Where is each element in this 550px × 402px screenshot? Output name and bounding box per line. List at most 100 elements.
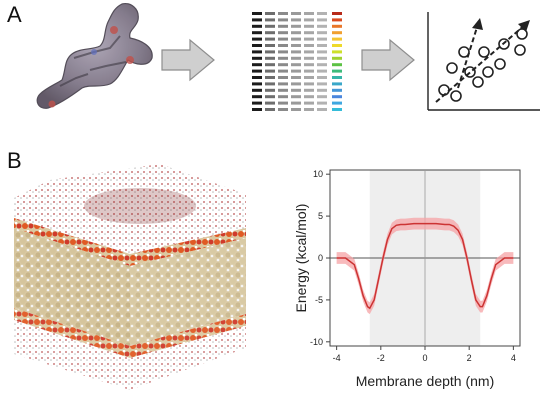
matrix-cell [304,50,314,54]
matrix-cell [317,44,327,47]
matrix-cell [291,37,301,41]
matrix-cell [252,95,262,99]
matrix-color-cell [332,69,342,73]
matrix-cell [265,12,275,15]
matrix-cell [265,56,275,60]
panel-a-label: A [7,2,22,27]
matrix-cell [291,12,301,15]
matrix-color-cell [332,108,342,111]
matrix-cell [265,76,275,79]
matrix-cell [278,69,288,73]
correlation-scatter-schematic [427,12,540,111]
panel-b-label: B [7,148,22,173]
arrow-icon [161,38,215,82]
scatter-point [464,66,476,78]
matrix-cell [278,63,288,67]
matrix-cell [304,63,314,67]
scatter-point [458,46,470,58]
x-tick-label: 2 [467,353,472,363]
arrow-icon [361,38,415,82]
matrix-cell [304,76,314,79]
matrix-cell [317,76,327,79]
matrix-cell [265,44,275,47]
matrix-cell [304,24,314,28]
trend-arrowhead [472,18,483,30]
matrix-cell [252,31,262,35]
matrix-cell [278,88,288,92]
matrix-cell [278,24,288,28]
matrix-cell [291,108,301,111]
matrix-cell [291,31,301,35]
matrix-cell [252,24,262,28]
scatter-point [450,90,462,102]
matrix-cell [265,63,275,67]
membrane-simulation-box [14,164,246,390]
matrix-cell [252,82,262,86]
matrix-cell [265,88,275,92]
scatter-point [478,46,490,58]
matrix-cell [265,31,275,35]
x-tick-label: 4 [511,353,516,363]
matrix-cell [317,101,327,105]
x-tick-label: 0 [422,353,427,363]
y-tick-label: 10 [313,169,323,179]
matrix-cell [278,12,288,15]
scatter-point [494,58,506,70]
matrix-cell [252,50,262,54]
matrix-color-cell [332,44,342,47]
matrix-cell [317,82,327,86]
matrix-cell [252,108,262,111]
matrix-cell [304,69,314,73]
matrix-cell [304,101,314,105]
matrix-cell [265,18,275,22]
matrix-cell [278,37,288,41]
matrix-cell [265,95,275,99]
matrix-color-cell [332,63,342,67]
matrix-cell [252,88,262,92]
matrix-cell [291,18,301,22]
matrix-cell [304,31,314,35]
x-tick-label: -2 [377,353,385,363]
y-tick-label: -10 [310,337,323,347]
matrix-cell [291,82,301,86]
matrix-cell [252,56,262,60]
scatter-point [516,28,528,40]
matrix-cell [265,101,275,105]
molecule-surface-image [36,3,153,109]
matrix-cell [265,37,275,41]
matrix-color-cell [332,24,342,28]
matrix-cell [252,37,262,41]
matrix-cell [317,56,327,60]
matrix-cell [278,76,288,79]
scatter-point [482,66,494,78]
matrix-cell [317,31,327,35]
matrix-color-cell [332,18,342,22]
scatter-point [514,44,526,56]
matrix-color-cell [332,50,342,54]
matrix-color-cell [332,101,342,105]
matrix-cell [291,88,301,92]
matrix-cell [278,44,288,47]
matrix-cell [317,37,327,41]
y-tick-label: -5 [315,295,323,305]
matrix-cell [252,101,262,105]
matrix-cell [278,82,288,86]
matrix-cell [252,18,262,22]
arrow-shape [161,38,215,82]
matrix-cell [304,88,314,92]
matrix-color-cell [332,82,342,86]
matrix-cell [252,44,262,47]
matrix-cell [317,63,327,67]
x-axis-label: Membrane depth (nm) [356,373,495,389]
scatter-point [438,84,450,96]
matrix-cell [291,95,301,99]
trend-line [435,23,527,103]
scatter-point [498,38,510,50]
matrix-cell [265,108,275,111]
matrix-color-cell [332,12,342,15]
matrix-cell [278,50,288,54]
x-tick-label: -4 [333,353,341,363]
matrix-cell [304,18,314,22]
matrix-cell [317,12,327,15]
